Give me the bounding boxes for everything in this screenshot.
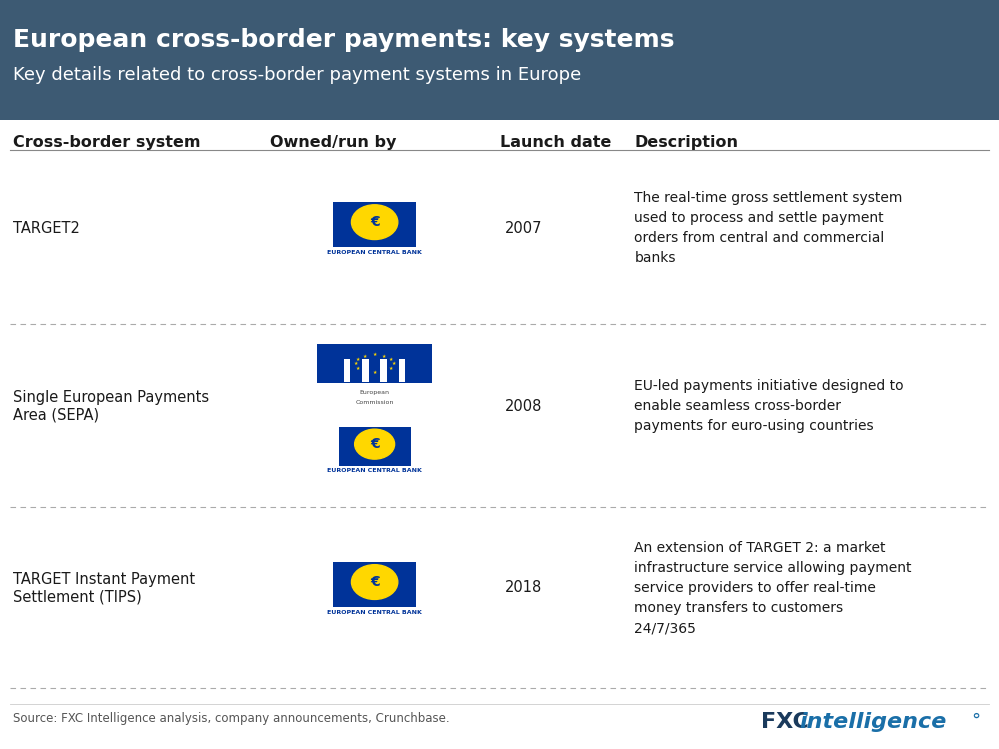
Circle shape — [352, 204, 398, 240]
Text: 2007: 2007 — [504, 220, 542, 236]
Text: ★: ★ — [373, 352, 377, 357]
Text: ★: ★ — [354, 361, 358, 366]
Circle shape — [355, 429, 395, 459]
Text: ★: ★ — [392, 361, 396, 366]
Text: Launch date: Launch date — [500, 135, 610, 150]
Text: 2018: 2018 — [504, 580, 541, 595]
Text: ★: ★ — [356, 357, 361, 362]
Text: FXC: FXC — [761, 712, 809, 732]
FancyBboxPatch shape — [333, 562, 417, 607]
Bar — [0, 0, 999, 120]
Text: Key details related to cross-border payment systems in Europe: Key details related to cross-border paym… — [13, 66, 581, 84]
Text: intelligence: intelligence — [799, 712, 947, 732]
Text: ★: ★ — [382, 369, 387, 374]
FancyBboxPatch shape — [333, 201, 417, 247]
Text: °: ° — [971, 712, 980, 730]
Text: TARGET Instant Payment
Settlement (TIPS): TARGET Instant Payment Settlement (TIPS) — [13, 571, 195, 604]
Text: European: European — [360, 389, 390, 395]
Text: EUROPEAN CENTRAL BANK: EUROPEAN CENTRAL BANK — [328, 469, 422, 473]
FancyBboxPatch shape — [399, 359, 406, 381]
Text: ★: ★ — [356, 366, 361, 371]
Text: Cross-border system: Cross-border system — [13, 135, 201, 150]
Text: €: € — [370, 215, 380, 229]
Text: €: € — [370, 575, 380, 589]
Text: €: € — [370, 437, 380, 451]
Text: EUROPEAN CENTRAL BANK: EUROPEAN CENTRAL BANK — [328, 250, 422, 255]
Circle shape — [352, 565, 398, 599]
FancyBboxPatch shape — [381, 359, 387, 381]
Text: ★: ★ — [389, 366, 394, 371]
Text: EU-led payments initiative designed to
enable seamless cross-border
payments for: EU-led payments initiative designed to e… — [634, 379, 904, 434]
FancyBboxPatch shape — [339, 427, 411, 465]
Text: Source: FXC Intelligence analysis, company announcements, Crunchbase.: Source: FXC Intelligence analysis, compa… — [13, 712, 450, 724]
Text: Owned/run by: Owned/run by — [270, 135, 397, 150]
FancyBboxPatch shape — [318, 344, 432, 383]
Text: ★: ★ — [373, 370, 377, 375]
Text: ★: ★ — [382, 354, 387, 359]
Text: 2008: 2008 — [504, 398, 541, 414]
FancyBboxPatch shape — [344, 359, 351, 381]
Text: Single European Payments
Area (SEPA): Single European Payments Area (SEPA) — [13, 390, 209, 422]
Text: The real-time gross settlement system
used to process and settle payment
orders : The real-time gross settlement system us… — [634, 191, 903, 265]
Text: EUROPEAN CENTRAL BANK: EUROPEAN CENTRAL BANK — [328, 610, 422, 615]
Text: ★: ★ — [389, 357, 394, 362]
Text: Commission: Commission — [356, 400, 394, 405]
Text: TARGET2: TARGET2 — [13, 220, 80, 236]
Text: European cross-border payments: key systems: European cross-border payments: key syst… — [13, 28, 674, 52]
Text: ★: ★ — [363, 369, 368, 374]
Text: Description: Description — [634, 135, 738, 150]
Text: ★: ★ — [363, 354, 368, 359]
Text: An extension of TARGET 2: a market
infrastructure service allowing payment
servi: An extension of TARGET 2: a market infra… — [634, 541, 912, 635]
FancyBboxPatch shape — [363, 359, 369, 381]
